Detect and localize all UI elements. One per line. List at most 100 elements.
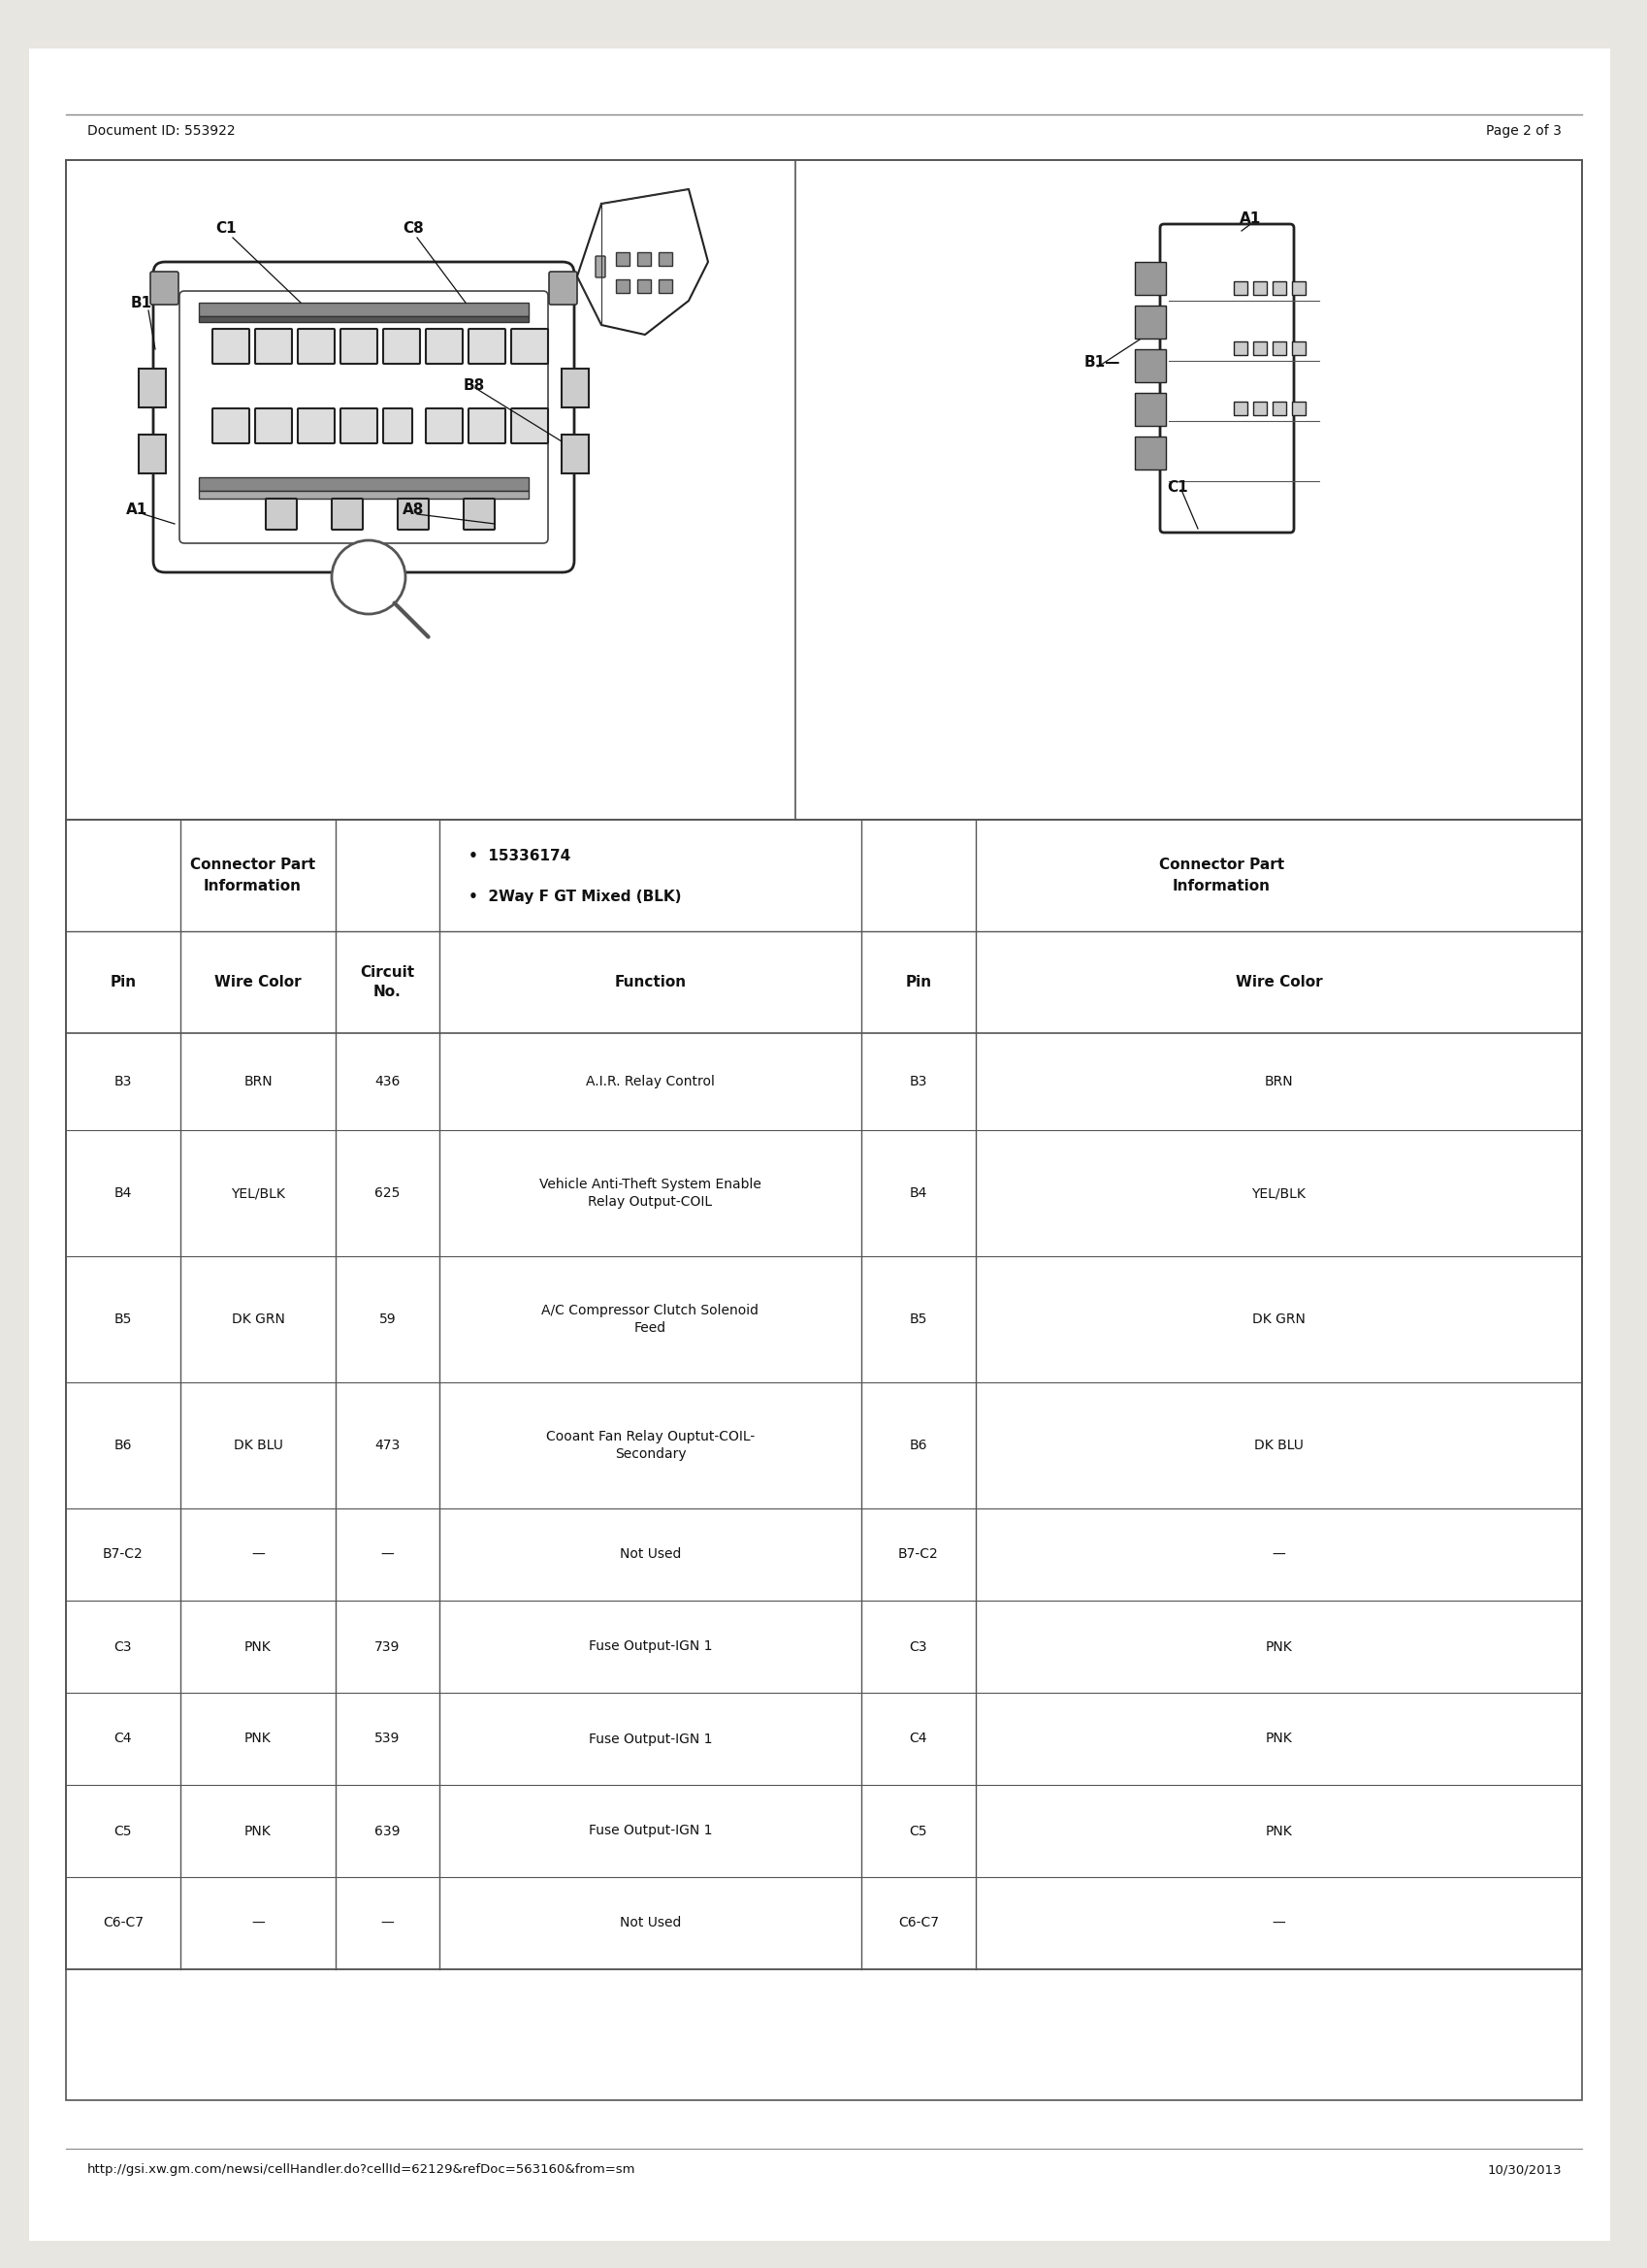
Text: •  2Way F GT Mixed (BLK): • 2Way F GT Mixed (BLK) [468, 889, 680, 905]
Text: Page 2 of 3: Page 2 of 3 [1486, 125, 1561, 138]
Text: PNK: PNK [244, 1640, 272, 1653]
FancyBboxPatch shape [511, 329, 548, 363]
Text: Function: Function [614, 975, 685, 989]
Text: C8: C8 [402, 222, 423, 236]
Bar [1291, 401, 1304, 415]
Text: YEL/BLK: YEL/BLK [1252, 1186, 1304, 1200]
Text: 739: 739 [374, 1640, 400, 1653]
Text: Not Used: Not Used [619, 1547, 680, 1560]
Text: B7-C2: B7-C2 [102, 1547, 143, 1560]
Bar [1271, 401, 1285, 415]
Text: Fuse Output-IGN 1: Fuse Output-IGN 1 [588, 1640, 712, 1653]
Text: Pin: Pin [110, 975, 137, 989]
FancyBboxPatch shape [548, 272, 576, 304]
Text: —: — [252, 1547, 265, 1560]
FancyBboxPatch shape [212, 408, 249, 442]
Text: Fuse Output-IGN 1: Fuse Output-IGN 1 [588, 1733, 712, 1746]
Text: B3: B3 [909, 1075, 927, 1089]
Bar [637, 252, 651, 265]
Text: B4: B4 [909, 1186, 927, 1200]
Text: —: — [380, 1547, 394, 1560]
FancyBboxPatch shape [341, 329, 377, 363]
Bar [199, 302, 529, 315]
Bar [66, 161, 1581, 2100]
Bar [1234, 281, 1247, 295]
FancyBboxPatch shape [150, 272, 178, 304]
Bar [1234, 401, 1247, 415]
FancyBboxPatch shape [298, 329, 334, 363]
Bar [138, 435, 166, 474]
Text: Circuit
No.: Circuit No. [361, 966, 415, 1000]
Bar [637, 279, 651, 293]
Text: C3: C3 [114, 1640, 132, 1653]
Text: B1: B1 [130, 295, 152, 311]
Text: 639: 639 [374, 1823, 400, 1837]
Bar [1252, 281, 1267, 295]
FancyBboxPatch shape [255, 408, 292, 442]
Bar [1271, 281, 1285, 295]
Text: C1: C1 [1166, 481, 1187, 494]
Text: 473: 473 [374, 1438, 400, 1452]
Text: Vehicle Anti-Theft System Enable
Relay Output-COIL: Vehicle Anti-Theft System Enable Relay O… [539, 1177, 761, 1209]
Text: 10/30/2013: 10/30/2013 [1487, 2164, 1561, 2175]
FancyBboxPatch shape [382, 408, 412, 442]
FancyBboxPatch shape [153, 261, 573, 572]
Text: 625: 625 [374, 1186, 400, 1200]
Bar [199, 315, 529, 322]
Text: B5: B5 [909, 1313, 927, 1327]
FancyBboxPatch shape [425, 408, 463, 442]
FancyBboxPatch shape [511, 408, 548, 442]
FancyBboxPatch shape [1159, 225, 1293, 533]
Text: PNK: PNK [244, 1823, 272, 1837]
Bar [1135, 392, 1164, 426]
Text: B3: B3 [114, 1075, 132, 1089]
Text: —: — [252, 1916, 265, 1930]
Text: A.I.R. Relay Control: A.I.R. Relay Control [586, 1075, 715, 1089]
Text: •  15336174: • 15336174 [468, 848, 570, 864]
Text: Wire Color: Wire Color [1235, 975, 1321, 989]
Bar [1291, 281, 1304, 295]
Text: C4: C4 [114, 1733, 132, 1746]
Text: DK GRN: DK GRN [1252, 1313, 1304, 1327]
Text: PNK: PNK [1265, 1640, 1291, 1653]
Text: C3: C3 [909, 1640, 927, 1653]
Bar [199, 476, 529, 490]
FancyBboxPatch shape [382, 329, 420, 363]
Text: —: — [1271, 1547, 1285, 1560]
Text: DK BLU: DK BLU [1253, 1438, 1303, 1452]
Circle shape [331, 540, 405, 615]
Text: B5: B5 [114, 1313, 132, 1327]
FancyBboxPatch shape [595, 256, 604, 277]
FancyBboxPatch shape [331, 499, 362, 531]
Text: B1—: B1— [1084, 356, 1120, 370]
Text: C4: C4 [909, 1733, 927, 1746]
Bar [659, 252, 672, 265]
Bar [1291, 342, 1304, 356]
Text: Fuse Output-IGN 1: Fuse Output-IGN 1 [588, 1823, 712, 1837]
Text: A8: A8 [402, 503, 423, 517]
Bar [1135, 306, 1164, 338]
Text: YEL/BLK: YEL/BLK [231, 1186, 285, 1200]
Text: BRN: BRN [244, 1075, 272, 1089]
Bar [616, 252, 629, 265]
Text: —: — [1271, 1916, 1285, 1930]
Text: —: — [380, 1916, 394, 1930]
Bar [1252, 342, 1267, 356]
FancyBboxPatch shape [212, 329, 249, 363]
FancyBboxPatch shape [255, 329, 292, 363]
FancyBboxPatch shape [180, 290, 548, 544]
Bar [562, 435, 588, 474]
FancyBboxPatch shape [265, 499, 296, 531]
FancyBboxPatch shape [397, 499, 428, 531]
FancyBboxPatch shape [298, 408, 334, 442]
Bar [1135, 261, 1164, 295]
Text: C5: C5 [114, 1823, 132, 1837]
FancyBboxPatch shape [463, 499, 494, 531]
Bar [138, 370, 166, 408]
Text: 539: 539 [374, 1733, 400, 1746]
Text: B7-C2: B7-C2 [898, 1547, 939, 1560]
Text: DK GRN: DK GRN [231, 1313, 285, 1327]
Text: C6-C7: C6-C7 [898, 1916, 939, 1930]
Text: B6: B6 [114, 1438, 132, 1452]
FancyBboxPatch shape [468, 329, 506, 363]
